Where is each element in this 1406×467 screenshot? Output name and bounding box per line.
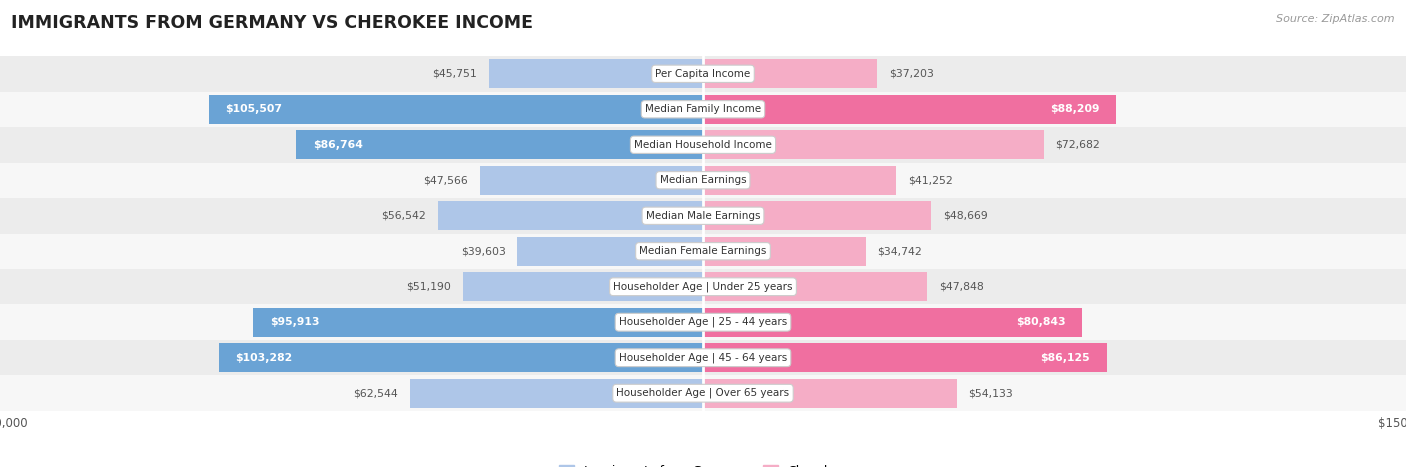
Bar [463, 272, 703, 301]
Text: $80,843: $80,843 [1017, 317, 1066, 327]
Text: $41,252: $41,252 [908, 175, 953, 185]
Bar [703, 272, 927, 301]
Bar [0, 163, 1406, 198]
Text: Median Household Income: Median Household Income [634, 140, 772, 150]
Text: Median Female Earnings: Median Female Earnings [640, 246, 766, 256]
Bar [219, 343, 703, 372]
Text: $62,544: $62,544 [353, 388, 398, 398]
Text: $103,282: $103,282 [235, 353, 292, 363]
Text: Median Earnings: Median Earnings [659, 175, 747, 185]
Text: Householder Age | 45 - 64 years: Householder Age | 45 - 64 years [619, 353, 787, 363]
Legend: Immigrants from Germany, Cherokee: Immigrants from Germany, Cherokee [554, 460, 852, 467]
Text: $88,209: $88,209 [1050, 104, 1099, 114]
Text: $95,913: $95,913 [270, 317, 319, 327]
Bar [0, 198, 1406, 234]
Bar [703, 343, 1107, 372]
Bar [0, 127, 1406, 163]
Bar [0, 340, 1406, 375]
Text: $86,125: $86,125 [1040, 353, 1090, 363]
Text: $51,190: $51,190 [406, 282, 451, 292]
Text: $72,682: $72,682 [1056, 140, 1099, 150]
Text: $39,603: $39,603 [461, 246, 506, 256]
Bar [253, 308, 703, 337]
Text: Householder Age | Over 65 years: Householder Age | Over 65 years [616, 388, 790, 398]
Text: Per Capita Income: Per Capita Income [655, 69, 751, 79]
Bar [517, 237, 703, 266]
Text: $37,203: $37,203 [889, 69, 934, 79]
Text: $105,507: $105,507 [225, 104, 283, 114]
Bar [0, 304, 1406, 340]
Bar [488, 59, 703, 88]
Bar [479, 166, 703, 195]
Bar [703, 237, 866, 266]
Text: Source: ZipAtlas.com: Source: ZipAtlas.com [1277, 14, 1395, 24]
Text: $56,542: $56,542 [381, 211, 426, 221]
Bar [703, 95, 1116, 124]
Bar [0, 234, 1406, 269]
Text: $47,848: $47,848 [939, 282, 984, 292]
Bar [0, 92, 1406, 127]
Text: $45,751: $45,751 [432, 69, 477, 79]
Text: IMMIGRANTS FROM GERMANY VS CHEROKEE INCOME: IMMIGRANTS FROM GERMANY VS CHEROKEE INCO… [11, 14, 533, 32]
Bar [439, 201, 703, 230]
Text: Householder Age | Under 25 years: Householder Age | Under 25 years [613, 282, 793, 292]
Bar [703, 166, 897, 195]
Bar [703, 201, 931, 230]
Bar [703, 308, 1081, 337]
Bar [0, 56, 1406, 92]
Bar [297, 130, 703, 159]
Text: Median Family Income: Median Family Income [645, 104, 761, 114]
Bar [0, 375, 1406, 411]
Bar [411, 379, 703, 408]
Bar [208, 95, 703, 124]
Bar [0, 269, 1406, 304]
Text: $48,669: $48,669 [943, 211, 987, 221]
Bar [703, 59, 877, 88]
Text: Householder Age | 25 - 44 years: Householder Age | 25 - 44 years [619, 317, 787, 327]
Text: Median Male Earnings: Median Male Earnings [645, 211, 761, 221]
Bar [703, 379, 956, 408]
Text: $34,742: $34,742 [877, 246, 922, 256]
Text: $54,133: $54,133 [969, 388, 1014, 398]
Bar [703, 130, 1043, 159]
Text: $47,566: $47,566 [423, 175, 468, 185]
Text: $86,764: $86,764 [312, 140, 363, 150]
